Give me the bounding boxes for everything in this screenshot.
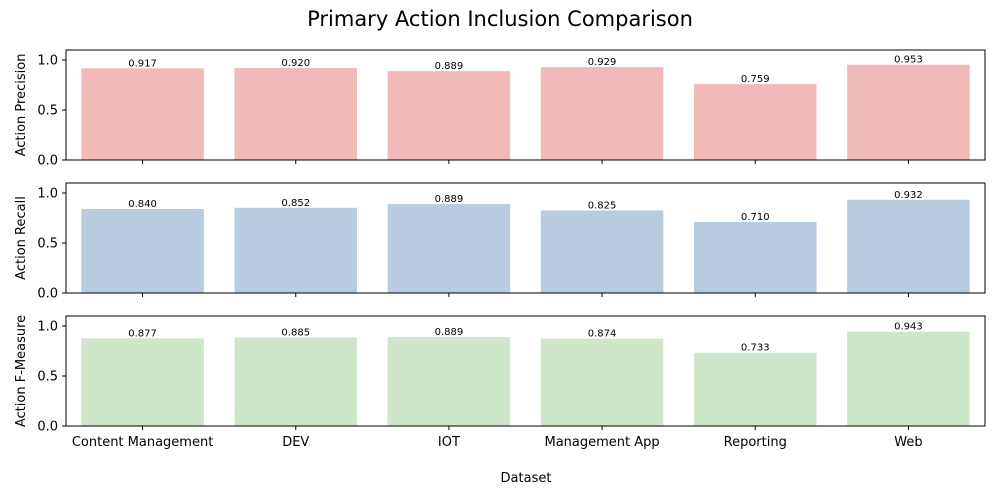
y-tick-label-3-1: 0.0 bbox=[37, 420, 58, 435]
axes-frame-2 bbox=[65, 182, 986, 294]
value-label-1-6: 0.953 bbox=[894, 55, 923, 66]
value-label-2-1: 0.840 bbox=[128, 199, 157, 210]
bar-2-6 bbox=[847, 199, 970, 293]
y-tick-label-3-3: 1.0 bbox=[37, 320, 58, 335]
value-label-2-5: 0.710 bbox=[741, 212, 770, 223]
x-tick-label-3: IOT bbox=[438, 435, 460, 450]
value-label-2-3: 0.889 bbox=[435, 194, 464, 205]
y-axis-label-1: Action Precision bbox=[14, 54, 29, 157]
x-tick-label-2: DEV bbox=[282, 435, 309, 450]
chart-title: Primary Action Inclusion Comparison bbox=[307, 7, 693, 31]
bar-2-4 bbox=[540, 210, 664, 293]
y-tick-label-3-2: 0.5 bbox=[37, 370, 58, 385]
value-label-1-2: 0.920 bbox=[281, 58, 310, 69]
y-tick-label-2-3: 1.0 bbox=[37, 187, 58, 202]
y-tick-label-2-1: 0.0 bbox=[37, 287, 58, 302]
y-tick-label-1-1: 0.0 bbox=[37, 154, 58, 169]
bar-1-6 bbox=[847, 64, 970, 160]
bar-3-2 bbox=[234, 337, 358, 426]
x-tick-label-1: Content Management bbox=[72, 435, 213, 450]
bar-2-3 bbox=[387, 204, 511, 293]
value-label-3-2: 0.885 bbox=[281, 328, 310, 339]
bar-1-3 bbox=[387, 71, 511, 160]
bar-2-2 bbox=[234, 207, 358, 293]
bar-1-2 bbox=[234, 68, 358, 160]
value-label-2-6: 0.932 bbox=[894, 190, 923, 201]
x-tick-label-4: Management App bbox=[544, 435, 659, 450]
y-axis-label-2: Action Recall bbox=[14, 196, 29, 280]
y-tick-label-1-2: 0.5 bbox=[37, 104, 58, 119]
value-label-2-4: 0.825 bbox=[588, 201, 617, 212]
value-label-3-6: 0.943 bbox=[894, 322, 923, 333]
bar-1-1 bbox=[81, 68, 204, 160]
value-label-2-2: 0.852 bbox=[281, 198, 310, 209]
bar-3-5 bbox=[693, 352, 817, 426]
bar-3-4 bbox=[540, 338, 664, 426]
y-axis-label-3: Action F-Measure bbox=[14, 315, 29, 427]
y-tick-label-2-2: 0.5 bbox=[37, 237, 58, 252]
value-label-1-5: 0.759 bbox=[741, 74, 770, 85]
value-label-3-1: 0.877 bbox=[128, 328, 157, 339]
bar-1-5 bbox=[693, 84, 817, 160]
value-label-3-3: 0.889 bbox=[435, 327, 464, 338]
bar-2-5 bbox=[693, 222, 817, 293]
axes-frame-3 bbox=[65, 315, 986, 427]
axes-frame-1 bbox=[65, 49, 986, 161]
bar-3-1 bbox=[81, 338, 204, 426]
bar-2-1 bbox=[81, 209, 204, 293]
x-tick-label-5: Reporting bbox=[724, 435, 787, 450]
value-label-3-5: 0.733 bbox=[741, 343, 770, 354]
value-label-1-4: 0.929 bbox=[588, 57, 617, 68]
x-tick-label-6: Web bbox=[894, 435, 922, 450]
y-tick-label-1-3: 1.0 bbox=[37, 54, 58, 69]
bar-3-6 bbox=[847, 331, 970, 426]
bar-1-4 bbox=[540, 67, 664, 160]
bar-3-3 bbox=[387, 337, 511, 426]
value-label-3-4: 0.874 bbox=[588, 329, 617, 340]
value-label-1-1: 0.917 bbox=[128, 58, 157, 69]
value-label-1-3: 0.889 bbox=[435, 61, 464, 72]
x-axis-label: Dataset bbox=[501, 471, 552, 486]
